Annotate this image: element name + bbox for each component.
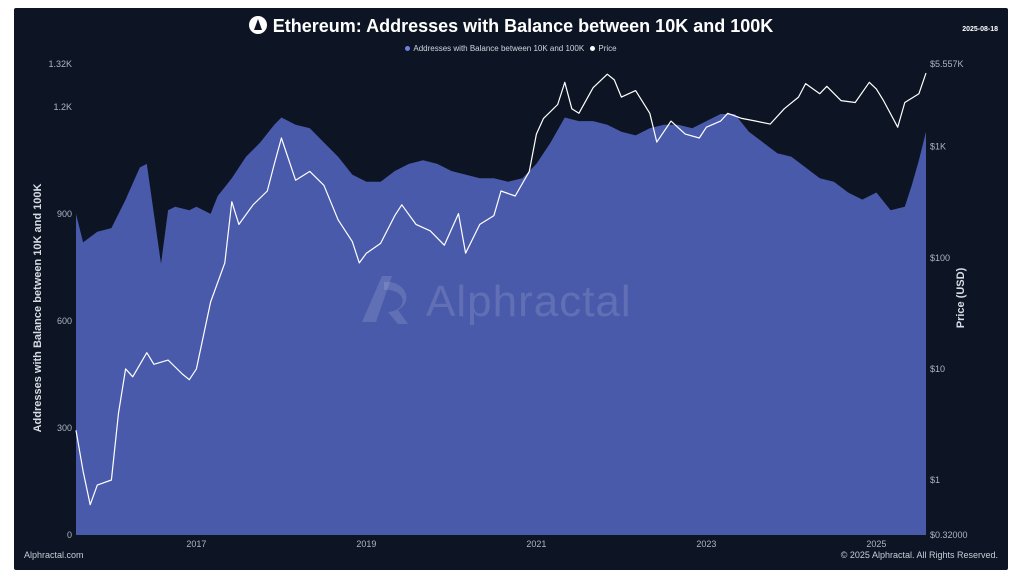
alphractal-logo-icon: [362, 276, 408, 324]
x-tick-label: 2019: [356, 539, 376, 549]
series-area-addresses: [76, 114, 926, 535]
chart-title: Ethereum: Addresses with Balance between…: [14, 16, 1008, 37]
y2-axis-label: Price (USD): [955, 267, 967, 328]
watermark-text: Alphractal: [426, 277, 632, 326]
x-tick-label: 2017: [186, 539, 206, 549]
y2-tick-label: $0.32000: [930, 530, 968, 540]
legend-label-price: Price: [598, 44, 617, 53]
y2-tick-label: $100: [930, 253, 950, 263]
chart-svg: 0 300 600 900 1.2K 1.32K $0.32000 $1 $10 $100 $1K $…: [32, 59, 968, 549]
legend-swatch-addresses: [405, 46, 411, 51]
y-tick-label: 300: [57, 423, 72, 433]
y2-tick-label: $1K: [930, 142, 946, 152]
y2-tick-label: $10: [930, 364, 945, 374]
x-tick-label: 2021: [526, 539, 546, 549]
legend-item-price[interactable]: Price: [590, 44, 617, 53]
y-tick-label: 1.32K: [48, 59, 72, 69]
footer-site: Alphractal.com: [24, 550, 84, 560]
y-axis-label: Addresses with Balance between 10K and 1…: [32, 184, 44, 433]
footer-copyright: © 2025 Alphractal. All Rights Reserved.: [840, 550, 998, 560]
date-badge: 2025-08-18: [962, 26, 998, 33]
chart-frame: 0 300 600 900 1.2K 1.32K $0.32000 $1 $10 $100 $1K $…: [14, 8, 1008, 570]
legend-swatch-price: [590, 46, 596, 51]
ethereum-icon: [248, 16, 267, 34]
y-tick-label: 1.2K: [53, 102, 72, 112]
x-tick-label: 2023: [696, 539, 716, 549]
y-tick-label: 600: [57, 316, 72, 326]
legend-item-addresses[interactable]: Addresses with Balance between 10K and 1…: [405, 44, 586, 53]
y2-tick-label: $5.557K: [930, 59, 964, 69]
y-tick-label: 900: [57, 209, 72, 219]
x-tick-label: 2025: [866, 539, 886, 549]
y-tick-label: 0: [67, 530, 72, 540]
legend: Addresses with Balance between 10K and 1…: [14, 44, 1008, 53]
chart-title-text: Ethereum: Addresses with Balance between…: [272, 16, 774, 36]
series-line-price: [75, 72, 927, 506]
legend-label-addresses: Addresses with Balance between 10K and 1…: [413, 44, 585, 53]
y2-tick-label: $1: [930, 475, 940, 485]
watermark: Alphractal: [354, 270, 632, 330]
